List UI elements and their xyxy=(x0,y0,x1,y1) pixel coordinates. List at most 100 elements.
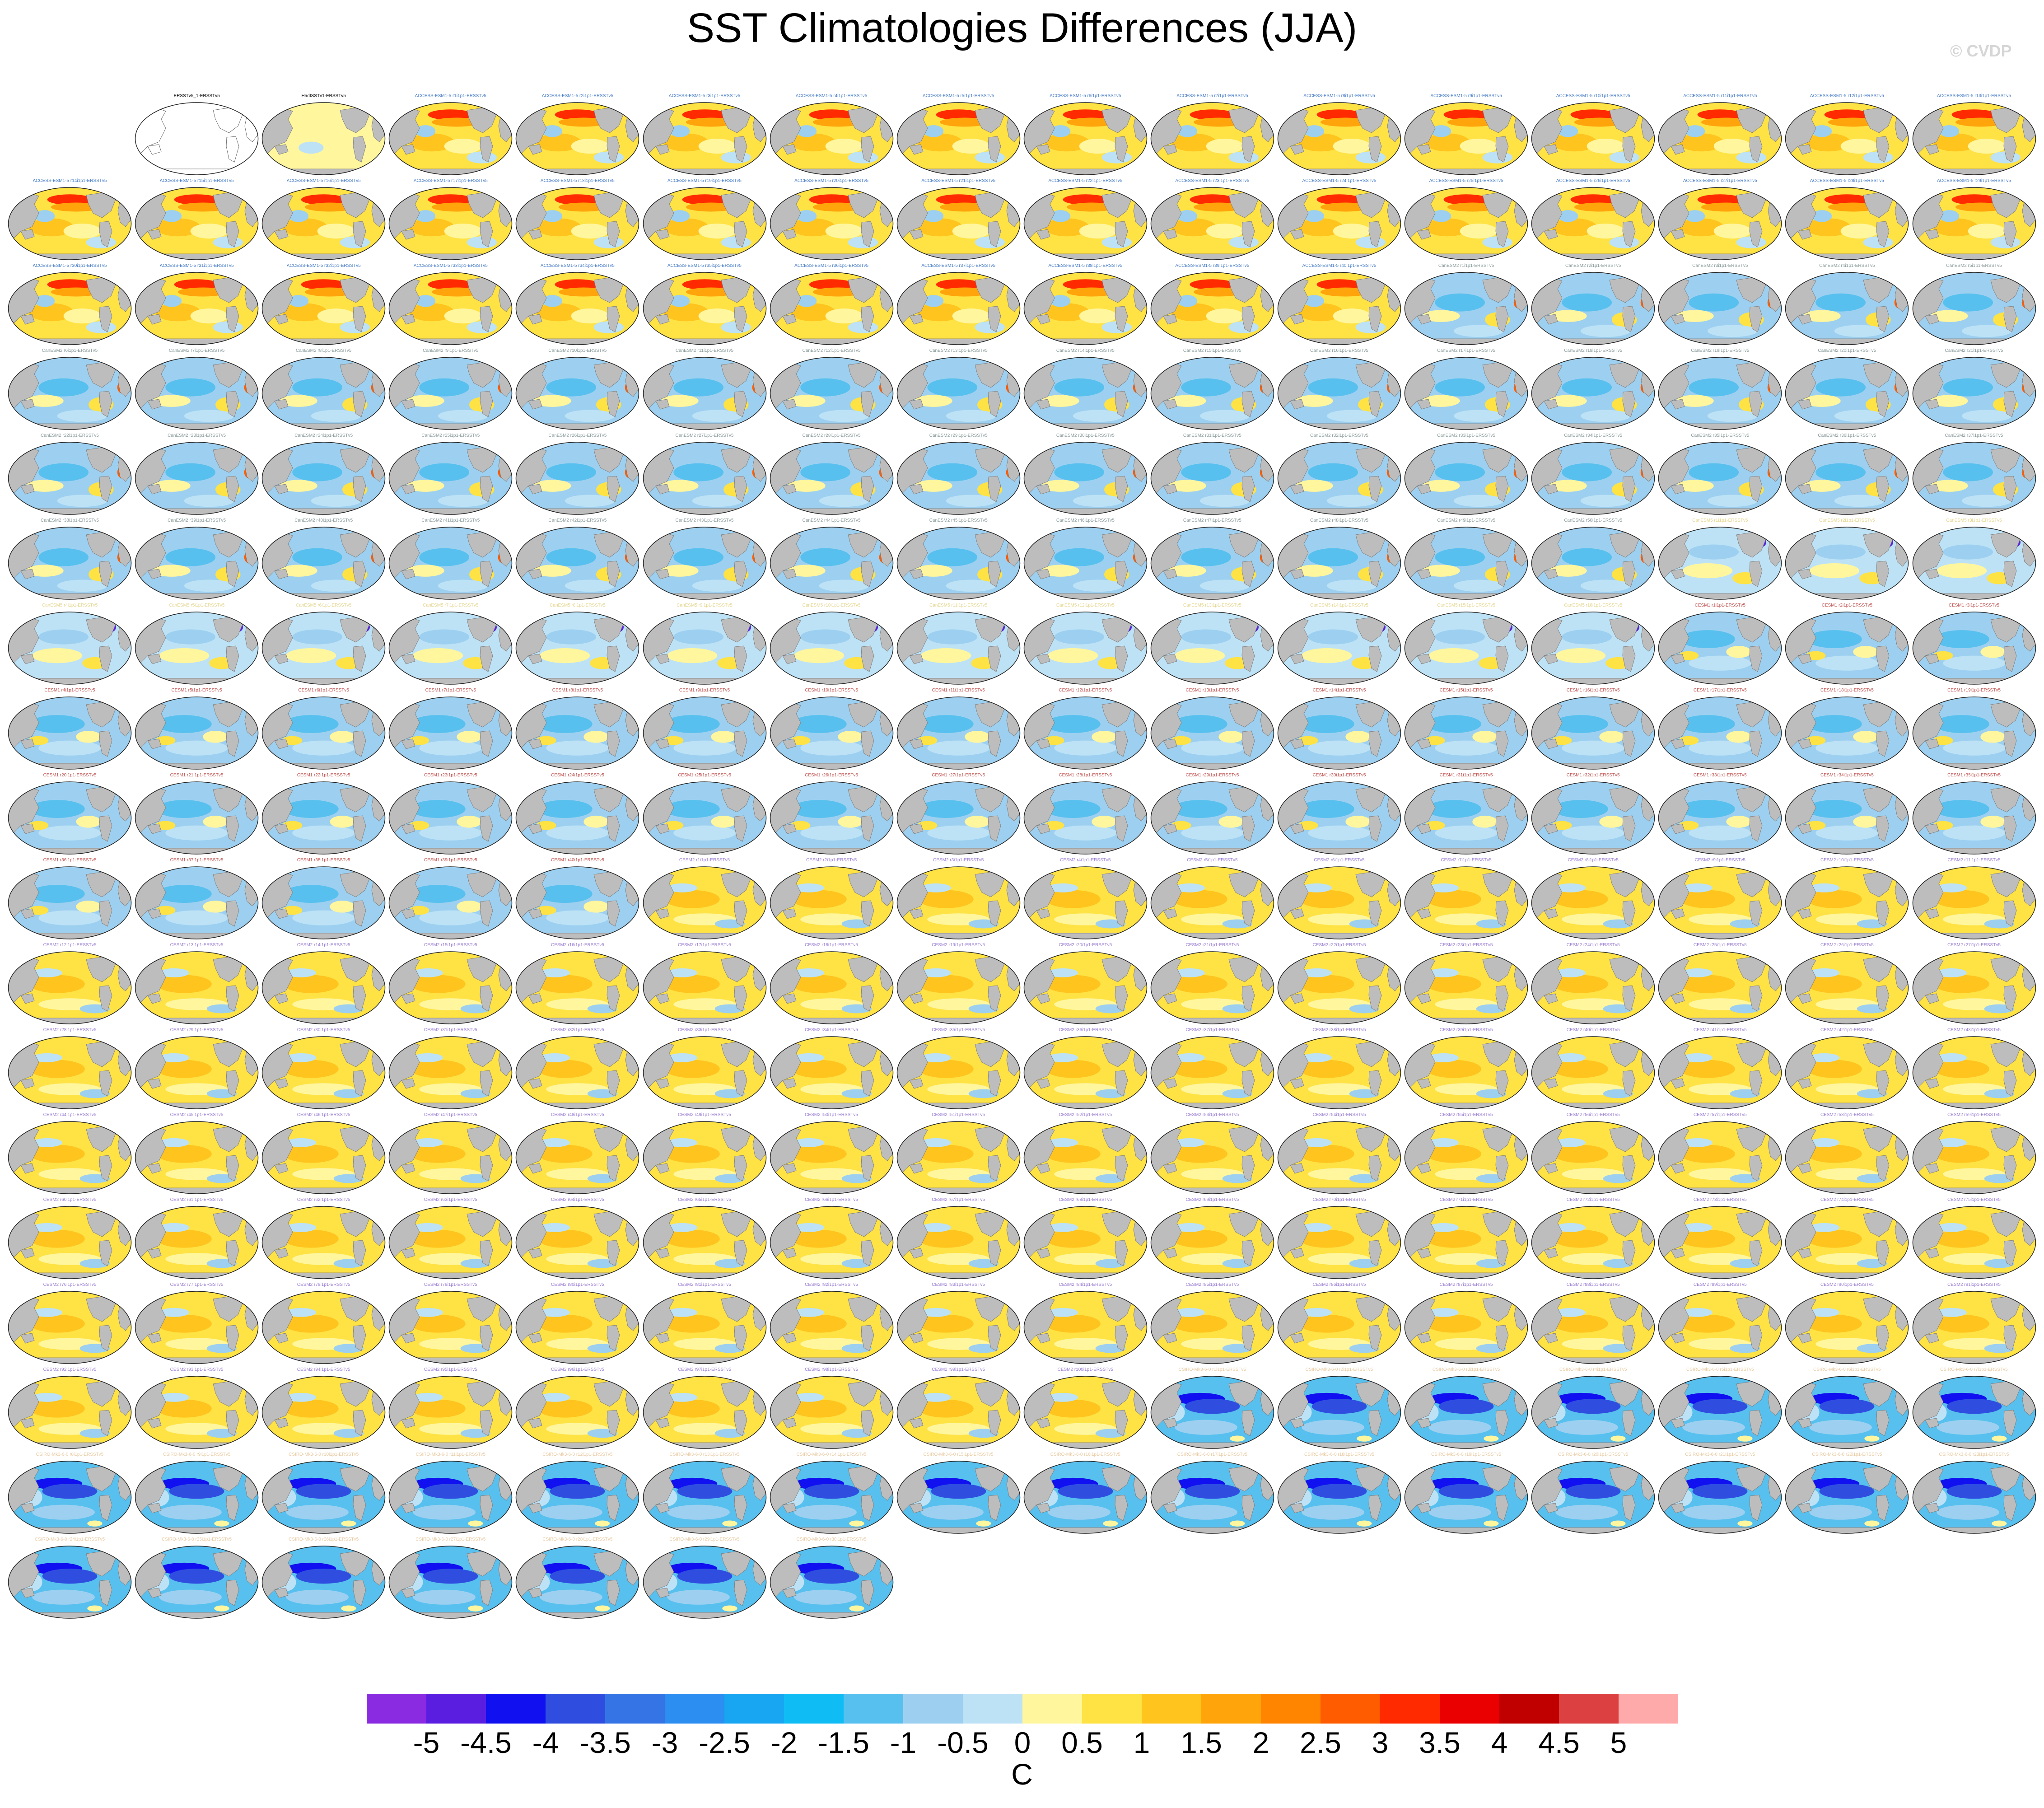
map-panel: CESM2 r88i1p1-ERSSTv5 xyxy=(1530,1282,1657,1367)
world-map xyxy=(1785,612,1909,685)
world-map xyxy=(896,781,1020,855)
colorbar-box xyxy=(844,1694,904,1724)
world-map xyxy=(1150,442,1274,515)
map-panel-title: CSIRO-Mk3-6-0 r2i1p1-ERSSTv5 xyxy=(1305,1367,1373,1372)
map-panel: CanESM2 r9i1p1-ERSSTv5 xyxy=(387,348,514,433)
map-panel: CanESM2 r10i1p1-ERSSTv5 xyxy=(514,348,641,433)
map-panel: CESM2 r19i1p1-ERSSTv5 xyxy=(895,942,1022,1027)
map-panel-title: CanESM2 r2i1p1-ERSSTv5 xyxy=(1565,263,1621,268)
world-map xyxy=(1023,527,1148,600)
world-map xyxy=(1531,1461,1655,1534)
world-map xyxy=(516,1206,639,1279)
map-panel: CanESM2 r22i1p1-ERSSTv5 xyxy=(6,433,133,518)
world-map xyxy=(1658,102,1782,175)
map-panel-title: CanESM2 r5i1p1-ERSSTv5 xyxy=(1946,263,2002,268)
map-panel: ACCESS-ESM1-5 r33i1p1-ERSSTv5 xyxy=(387,263,514,348)
world-map xyxy=(516,1291,639,1364)
world-map xyxy=(8,272,132,345)
map-panel: CESM1 r20i1p1-ERSSTv5 xyxy=(6,772,133,857)
map-panel: CESM2 r59i1p1-ERSSTv5 xyxy=(1911,1112,2038,1197)
world-map xyxy=(1658,1206,1782,1279)
world-map xyxy=(389,357,513,430)
map-panel: CESM1 r2i1p1-ERSSTv5 xyxy=(1783,603,1910,687)
world-map xyxy=(1531,866,1655,939)
map-panel: CESM1 r35i1p1-ERSSTv5 xyxy=(1911,772,2038,857)
map-panel: CSIRO-Mk3-6-0 r22i1p1-ERSSTv5 xyxy=(1783,1452,1910,1537)
map-panel-title: CESM1 r18i1p1-ERSSTv5 xyxy=(1820,688,1874,693)
map-panel: CESM2 r85i1p1-ERSSTv5 xyxy=(1149,1282,1276,1367)
world-map xyxy=(135,781,259,855)
map-panel-title: CanESM2 r45i1p1-ERSSTv5 xyxy=(929,518,988,523)
map-panel-title: CESM2 r100i1p1-ERSSTv5 xyxy=(1057,1367,1113,1372)
map-panel-title: CESM2 r22i1p1-ERSSTv5 xyxy=(1312,943,1366,948)
map-panel-title: CanESM5 r3i1p1-ERSSTv5 xyxy=(1946,518,2002,523)
map-panel-title: CanESM2 r15i1p1-ERSSTv5 xyxy=(1183,348,1241,353)
map-panel-title: CESM2 r94i1p1-ERSSTv5 xyxy=(297,1367,350,1372)
colorbar-box xyxy=(1619,1694,1678,1724)
world-map xyxy=(8,1121,132,1194)
map-panel: CSIRO-Mk3-6-0 r3i1p1-ERSSTv5 xyxy=(1403,1367,1530,1452)
map-panel: CESM2 r33i1p1-ERSSTv5 xyxy=(641,1027,768,1112)
world-map xyxy=(135,102,259,175)
world-map xyxy=(1277,612,1401,685)
world-map xyxy=(516,951,639,1024)
world-map xyxy=(135,272,259,345)
map-panel: CESM2 r27i1p1-ERSSTv5 xyxy=(1911,942,2038,1027)
map-panel: CESM1 r24i1p1-ERSSTv5 xyxy=(514,772,641,857)
world-map xyxy=(1658,866,1782,939)
world-map xyxy=(896,187,1020,260)
world-map xyxy=(1912,1461,2036,1534)
page-title: SST Climatologies Differences (JJA) xyxy=(686,5,1358,51)
world-map xyxy=(516,1546,639,1619)
world-map xyxy=(1404,527,1528,600)
map-panel-title: CSIRO-Mk3-6-0 r14i1p1-ERSSTv5 xyxy=(796,1452,867,1457)
world-map xyxy=(8,442,132,515)
world-map xyxy=(261,102,386,175)
map-panel-title: ACCESS-ESM1-5 r22i1p1-ERSSTv5 xyxy=(1048,178,1123,183)
map-panel: CESM1 r22i1p1-ERSSTv5 xyxy=(260,772,387,857)
map-panel-title: CanESM5 r1i1p1-ERSSTv5 xyxy=(1692,518,1748,523)
map-panel-title: ACCESS-ESM1-5 r28i1p1-ERSSTv5 xyxy=(1810,178,1884,183)
map-panel-title: CanESM2 r25i1p1-ERSSTv5 xyxy=(421,433,480,438)
map-panel-title: CSIRO-Mk3-6-0 r30i1p1-ERSSTv5 xyxy=(796,1537,867,1542)
world-map xyxy=(1912,272,2036,345)
world-map xyxy=(516,187,639,260)
world-map xyxy=(1277,272,1401,345)
map-panel-title: ACCESS-ESM1-5 r3i1p1-ERSSTv5 xyxy=(668,93,741,98)
map-panel-title: CESM2 r24i1p1-ERSSTv5 xyxy=(1566,943,1620,948)
map-panel-title: CESM1 r29i1p1-ERSSTv5 xyxy=(1185,773,1239,778)
map-panel-title: CESM1 r15i1p1-ERSSTv5 xyxy=(1439,688,1493,693)
map-panel-title: CanESM2 r10i1p1-ERSSTv5 xyxy=(548,348,607,353)
map-panel-title: CanESM2 r43i1p1-ERSSTv5 xyxy=(675,518,734,523)
map-panel-title: ACCESS-ESM1-5 r13i1p1-ERSSTv5 xyxy=(1937,93,2011,98)
world-map xyxy=(643,527,766,600)
map-panel: CESM2 r6i1p1-ERSSTv5 xyxy=(1276,857,1403,942)
map-panel: CanESM2 r31i1p1-ERSSTv5 xyxy=(1149,433,1276,518)
map-panel: ACCESS-ESM1-5 r32i1p1-ERSSTv5 xyxy=(260,263,387,348)
map-panel-title: CSIRO-Mk3-6-0 r7i1p1-ERSSTv5 xyxy=(1940,1367,2008,1372)
map-panel-title: CESM2 r23i1p1-ERSSTv5 xyxy=(1439,943,1493,948)
map-panel: ACCESS-ESM1-5 r31i1p1-ERSSTv5 xyxy=(133,263,260,348)
world-map xyxy=(770,612,893,685)
map-panel-title: CSIRO-Mk3-6-0 r25i1p1-ERSSTv5 xyxy=(162,1537,232,1542)
world-map xyxy=(1277,1036,1401,1109)
world-map xyxy=(1785,781,1909,855)
map-panel: CESM1 r9i1p1-ERSSTv5 xyxy=(641,687,768,772)
world-map xyxy=(516,1121,639,1194)
map-panel: CESM2 r100i1p1-ERSSTv5 xyxy=(1022,1367,1149,1452)
colorbar-tick-label: 3.5 xyxy=(1419,1726,1461,1759)
world-map xyxy=(8,696,132,770)
map-panel-title: CESM2 r27i1p1-ERSSTv5 xyxy=(1947,943,2001,948)
colorbar-box xyxy=(1440,1694,1500,1724)
map-panel-title: ACCESS-ESM1-5 r30i1p1-ERSSTv5 xyxy=(33,263,107,268)
map-panel-title: ACCESS-ESM1-5 r23i1p1-ERSSTv5 xyxy=(1175,178,1250,183)
world-map xyxy=(896,696,1020,770)
map-panel: CESM2 r34i1p1-ERSSTv5 xyxy=(768,1027,895,1112)
map-panel-title: ACCESS-ESM1-5 r8i1p1-ERSSTv5 xyxy=(1303,93,1375,98)
map-panel-title: CESM2 r52i1p1-ERSSTv5 xyxy=(1059,1112,1112,1117)
map-panel-title: ACCESS-ESM1-5 r37i1p1-ERSSTv5 xyxy=(921,263,996,268)
map-panel: ACCESS-ESM1-5 r15i1p1-ERSSTv5 xyxy=(133,178,260,263)
world-map xyxy=(261,1461,386,1534)
world-map xyxy=(643,1036,766,1109)
map-panel-title: CanESM5 r14i1p1-ERSSTv5 xyxy=(1310,603,1368,608)
